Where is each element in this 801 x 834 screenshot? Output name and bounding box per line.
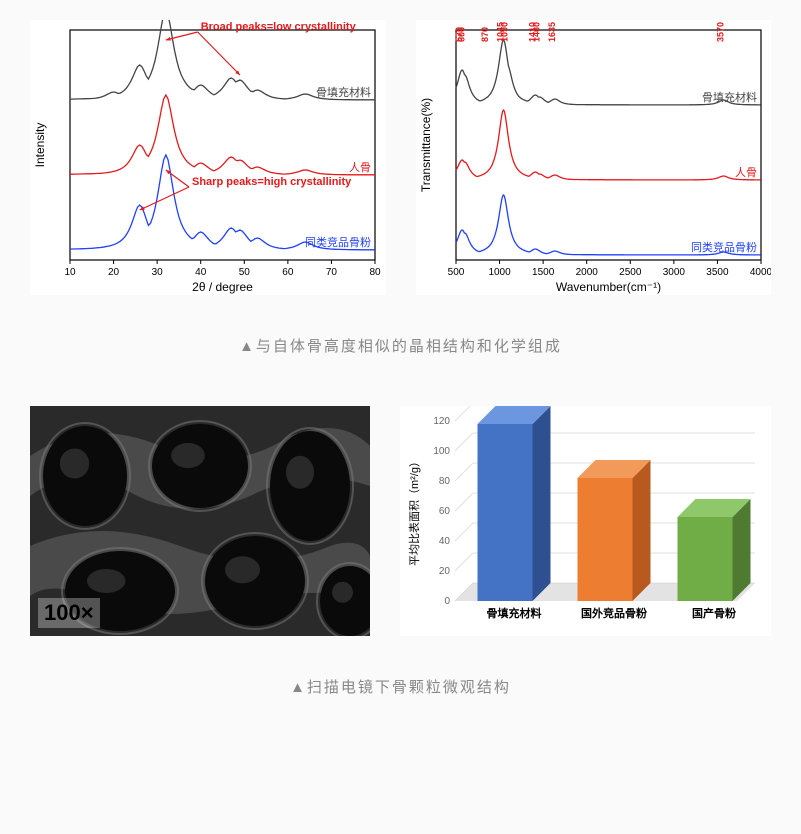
svg-text:120: 120: [433, 416, 450, 427]
caption-1: ▲与自体骨高度相似的晶相结构和化学组成: [30, 335, 771, 356]
svg-text:1090: 1090: [499, 22, 509, 42]
svg-text:2000: 2000: [575, 267, 598, 278]
svg-text:Intensity: Intensity: [33, 123, 47, 168]
sem-magnification-label: 100×: [38, 598, 100, 628]
svg-text:2θ / degree: 2θ / degree: [192, 280, 253, 294]
svg-text:Sharp peaks=high crystallinity: Sharp peaks=high crystallinity: [192, 176, 352, 188]
svg-text:40: 40: [439, 536, 451, 547]
svg-text:80: 80: [439, 476, 451, 487]
svg-text:Wavenumber(cm⁻¹): Wavenumber(cm⁻¹): [555, 280, 660, 294]
svg-text:3500: 3500: [706, 267, 729, 278]
svg-text:国外竞品骨粉: 国外竞品骨粉: [581, 606, 647, 620]
svg-text:同类竞品骨粉: 同类竞品骨粉: [691, 240, 757, 254]
svg-text:70: 70: [326, 267, 338, 278]
spectra-row: 10 20 30 40 50 60 70 80 2θ / degree Intensity 骨填充材…: [30, 20, 771, 295]
svg-text:40: 40: [195, 267, 207, 278]
svg-text:60: 60: [439, 506, 451, 517]
svg-text:人骨: 人骨: [349, 161, 371, 174]
sem-image: 100×: [30, 406, 370, 636]
caption-2: ▲扫描电镜下骨颗粒微观结构: [30, 676, 771, 697]
svg-text:20: 20: [439, 566, 451, 577]
bottom-row: 100× 0 20 40 60 80 100 120 平均比表面积（m²/g） 骨填充材料 国外竞…: [30, 406, 771, 636]
svg-text:3570: 3570: [715, 22, 725, 42]
xrd-chart: 10 20 30 40 50 60 70 80 2θ / degree Intensity 骨填充材…: [30, 20, 386, 295]
svg-text:870: 870: [480, 27, 490, 42]
svg-text:0: 0: [444, 596, 450, 607]
svg-text:1000: 1000: [488, 267, 511, 278]
svg-text:骨填充材料: 骨填充材料: [702, 90, 757, 104]
svg-text:60: 60: [282, 267, 294, 278]
svg-text:600: 600: [456, 27, 466, 42]
svg-text:50: 50: [239, 267, 251, 278]
svg-text:100: 100: [433, 446, 450, 457]
surface-area-bar-chart: 0 20 40 60 80 100 120 平均比表面积（m²/g） 骨填充材料 国外竞品骨粉 国产…: [400, 406, 771, 636]
svg-text:20: 20: [108, 267, 120, 278]
svg-text:2500: 2500: [619, 267, 642, 278]
svg-text:骨填充材料: 骨填充材料: [316, 85, 371, 99]
ftir-chart: 500 1000 1500 2000 2500 3000 3500 4000 Wavenumbe…: [416, 20, 772, 295]
svg-text:1500: 1500: [532, 267, 555, 278]
svg-text:Transmittance(%): Transmittance(%): [419, 98, 433, 192]
svg-text:国产骨粉: 国产骨粉: [692, 606, 736, 620]
svg-text:1635: 1635: [546, 22, 556, 42]
svg-text:平均比表面积（m²/g）: 平均比表面积（m²/g）: [407, 456, 421, 566]
svg-text:30: 30: [152, 267, 164, 278]
svg-text:同类竞品骨粉: 同类竞品骨粉: [305, 235, 371, 249]
svg-text:人骨: 人骨: [735, 166, 757, 179]
svg-text:4000: 4000: [749, 267, 770, 278]
svg-text:80: 80: [369, 267, 381, 278]
svg-text:Broad peaks=low crystallinity: Broad peaks=low crystallinity: [201, 21, 357, 33]
svg-text:500: 500: [447, 267, 464, 278]
svg-text:骨填充材料: 骨填充材料: [487, 606, 542, 620]
svg-text:10: 10: [64, 267, 76, 278]
svg-text:3000: 3000: [662, 267, 685, 278]
svg-text:1460: 1460: [531, 22, 541, 42]
